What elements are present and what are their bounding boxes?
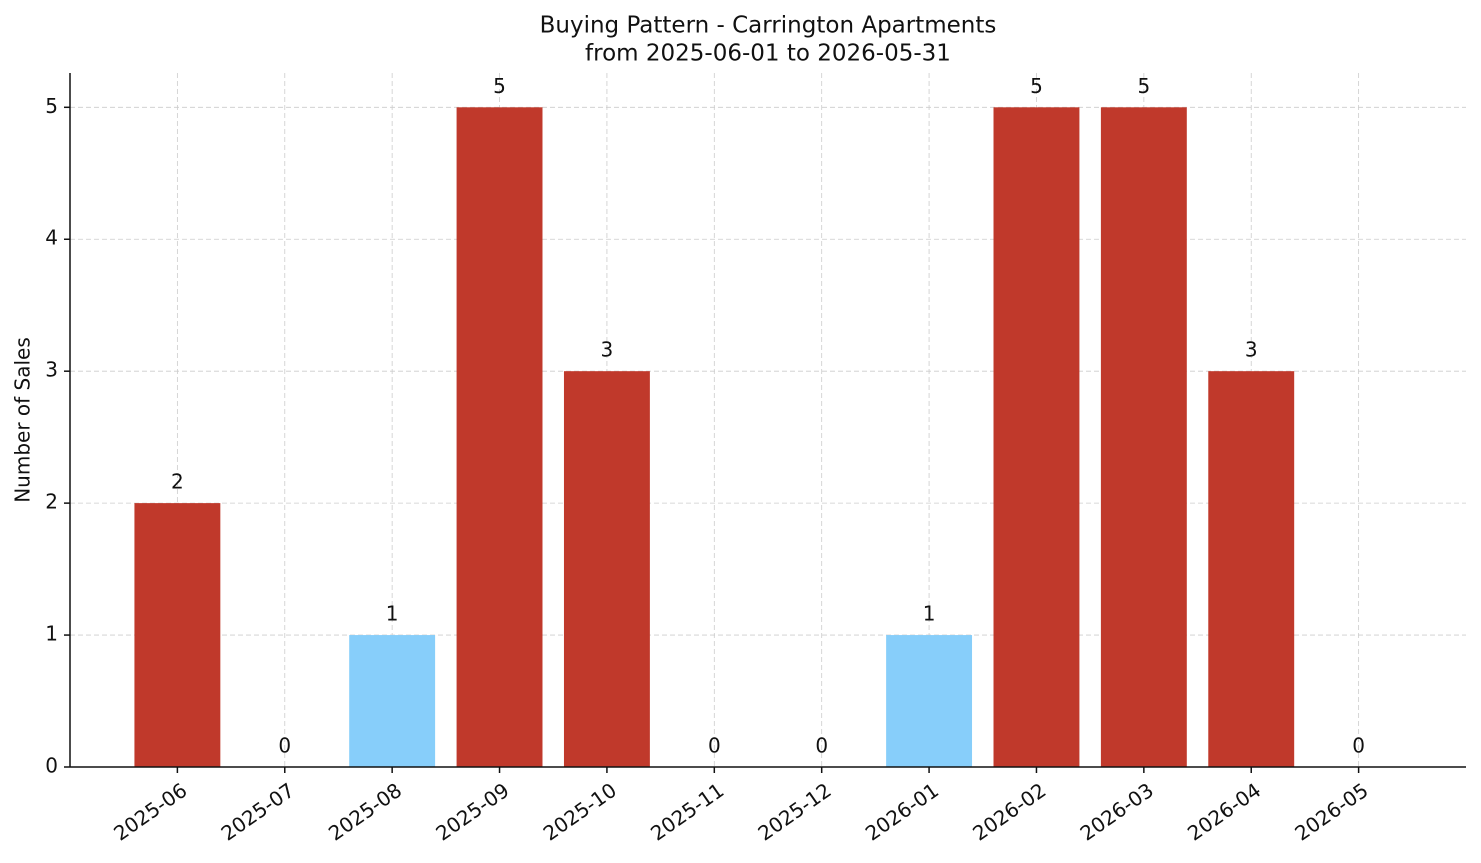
value-label: 2 [171, 470, 184, 494]
x-tick-label: 2026-01 [861, 778, 943, 846]
x-tick-label: 2025-08 [324, 778, 406, 846]
value-label: 0 [815, 734, 828, 758]
x-tick-label: 2025-09 [431, 778, 513, 846]
y-tick-label: 5 [45, 94, 58, 118]
bar [886, 635, 973, 767]
value-label: 0 [708, 734, 721, 758]
y-tick-label: 2 [45, 490, 58, 514]
value-label: 5 [493, 74, 506, 98]
y-tick-label: 4 [45, 226, 58, 250]
value-label: 1 [386, 602, 399, 626]
chart-subtitle: from 2025-06-01 to 2026-05-31 [585, 41, 951, 67]
x-tick-label: 2026-04 [1183, 778, 1265, 846]
x-tick-label: 2025-07 [217, 778, 299, 846]
bar [563, 371, 650, 767]
chart-title: Buying Pattern - Carrington Apartments [540, 13, 997, 39]
x-tick-label: 2025-11 [646, 778, 728, 846]
y-axis-label: Number of Sales [11, 337, 35, 503]
value-label: 5 [1030, 74, 1043, 98]
value-label: 5 [1137, 74, 1150, 98]
y-tick-label: 1 [45, 622, 58, 646]
x-tick-label: 2025-10 [539, 778, 621, 846]
bar [1100, 107, 1187, 767]
y-tick-label: 3 [45, 358, 58, 382]
y-tick-label: 0 [45, 754, 58, 778]
bar [456, 107, 543, 767]
bar [134, 503, 221, 767]
value-label: 3 [1245, 338, 1258, 362]
value-label: 1 [923, 602, 936, 626]
x-tick-label: 2025-06 [109, 778, 191, 846]
x-tick-label: 2026-05 [1290, 778, 1372, 846]
value-label: 0 [278, 734, 291, 758]
bar [993, 107, 1080, 767]
value-label: 3 [601, 338, 614, 362]
bar [1208, 371, 1295, 767]
x-tick-label: 2025-12 [753, 778, 835, 846]
bar [349, 635, 436, 767]
x-tick-label: 2026-03 [1076, 778, 1158, 846]
value-label: 0 [1352, 734, 1365, 758]
x-tick-label: 2026-02 [968, 778, 1050, 846]
